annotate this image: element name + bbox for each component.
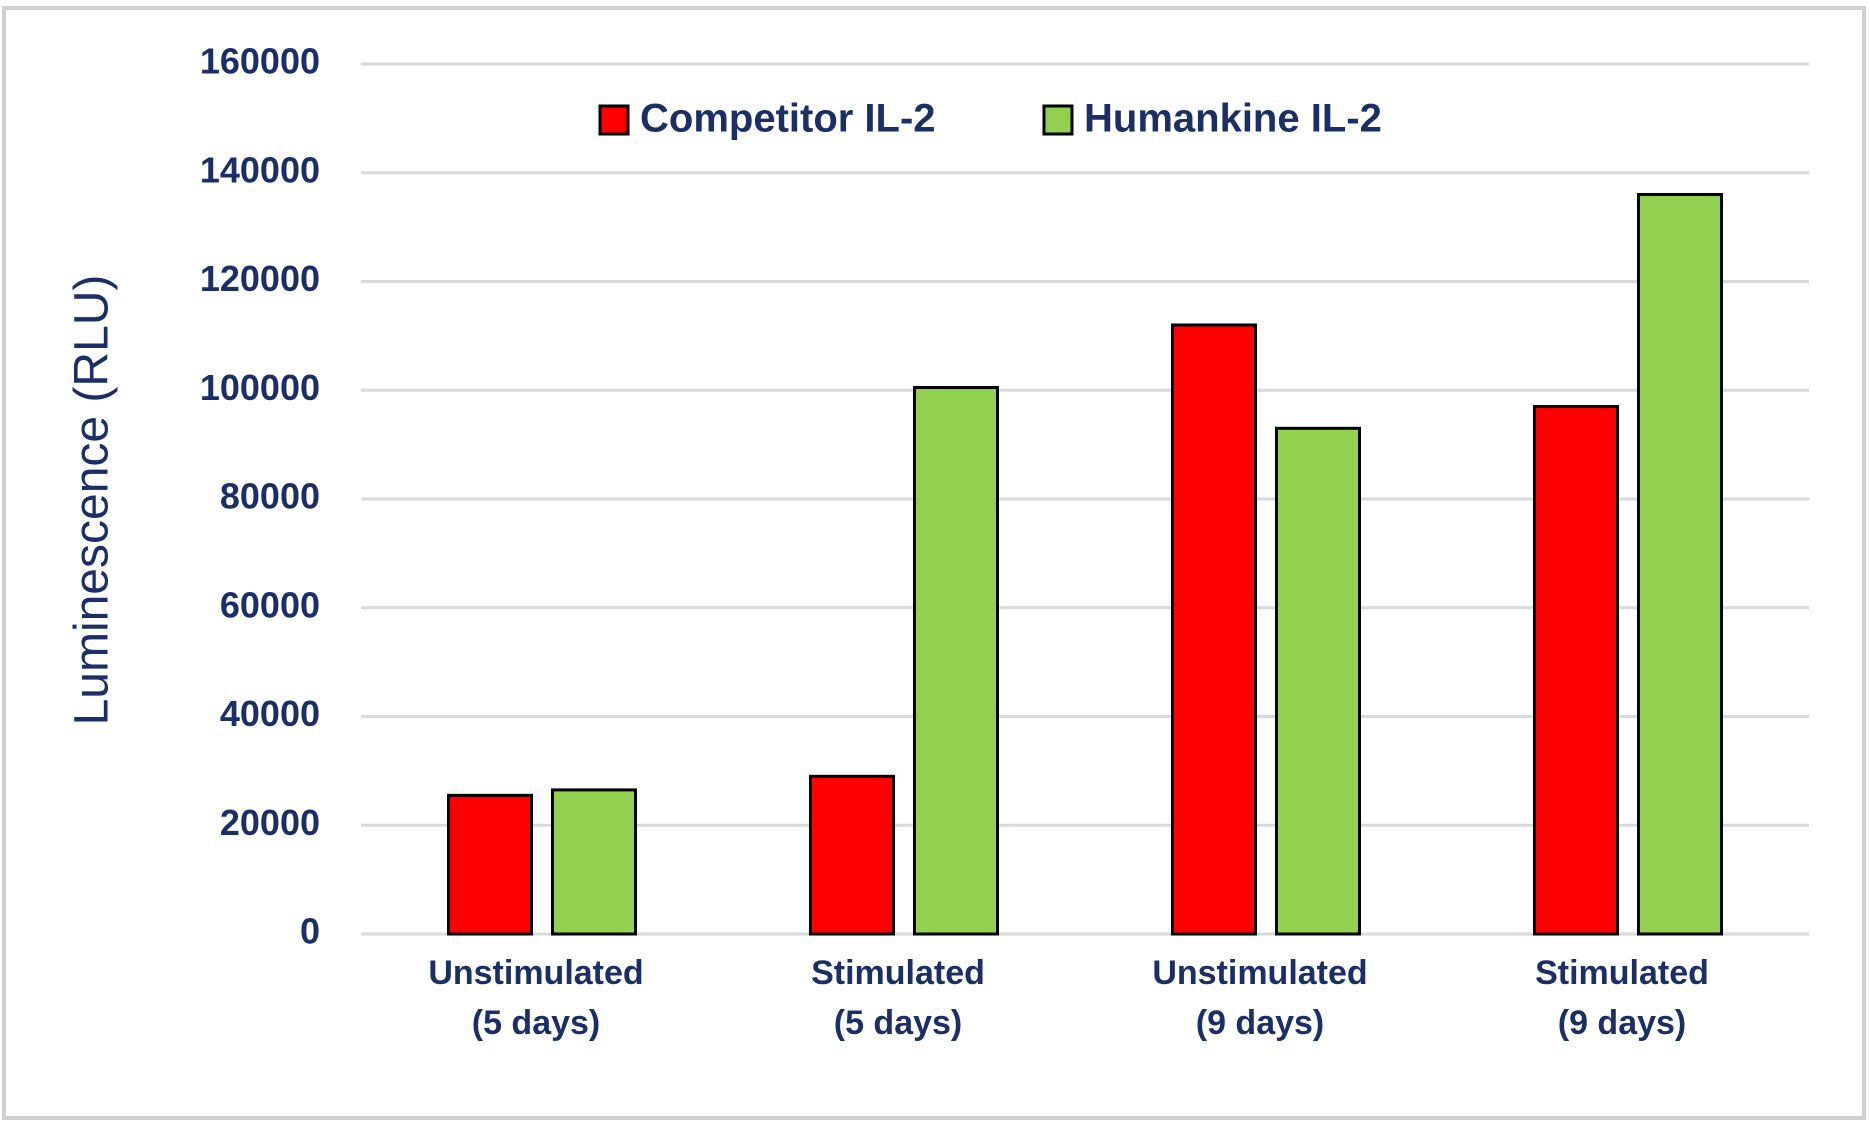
bar — [809, 774, 895, 936]
y-tick-label: 40000 — [220, 693, 320, 734]
x-tick-label: Stimulated — [811, 954, 985, 992]
y-tick-label: 60000 — [220, 584, 320, 625]
y-tick-label: 160000 — [200, 41, 320, 82]
x-tick-label: (5 days) — [472, 1004, 601, 1042]
y-tick-label: 100000 — [200, 367, 320, 408]
y-tick-label: 0 — [300, 911, 320, 952]
x-tick-label: Unstimulated — [428, 954, 643, 992]
x-tick-label: (9 days) — [1558, 1004, 1687, 1042]
y-tick-label: 120000 — [200, 258, 320, 299]
bar — [447, 793, 533, 936]
bar — [1171, 323, 1257, 936]
x-tick-label: Unstimulated — [1152, 954, 1367, 992]
x-tick-label: (9 days) — [1196, 1004, 1325, 1042]
legend-swatch — [598, 104, 630, 136]
x-tick-label: (5 days) — [834, 1004, 963, 1042]
y-axis-label: Luminescence (RLU) — [66, 275, 119, 726]
bar — [1275, 426, 1361, 936]
bar — [1637, 193, 1723, 936]
legend-label: Humankine IL-2 — [1084, 97, 1382, 141]
legend-label: Competitor IL-2 — [640, 97, 936, 141]
x-tick-label: Stimulated — [1535, 954, 1709, 992]
y-tick-label: 20000 — [220, 802, 320, 843]
bar — [551, 788, 637, 936]
legend-swatch — [1042, 104, 1074, 136]
y-tick-label: 140000 — [200, 149, 320, 190]
bar — [1533, 405, 1619, 936]
bar — [913, 386, 999, 936]
y-tick-label: 80000 — [220, 476, 320, 517]
